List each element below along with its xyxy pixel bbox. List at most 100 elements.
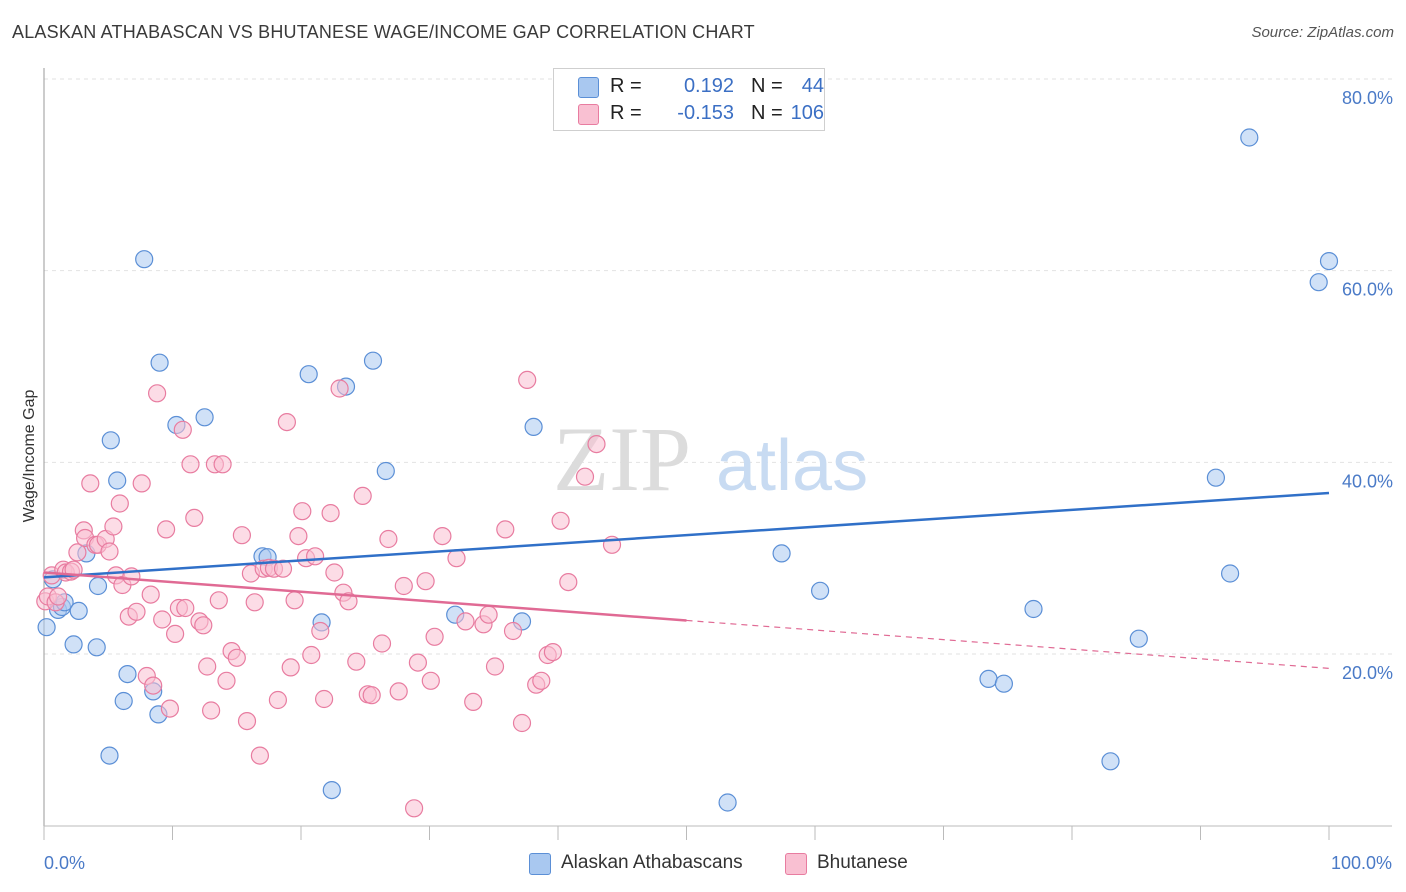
point-bhutanese bbox=[503, 621, 523, 641]
point-athabascan bbox=[810, 581, 830, 600]
point-bhutanese bbox=[379, 529, 398, 549]
point-bhutanese bbox=[160, 699, 179, 718]
point-bhutanese bbox=[575, 467, 595, 486]
point-bhutanese bbox=[148, 384, 167, 403]
point-bhutanese bbox=[48, 587, 68, 606]
legend-r-value: 0.192 bbox=[683, 75, 734, 97]
point-bhutanese bbox=[144, 676, 163, 695]
point-bhutanese bbox=[559, 572, 578, 592]
point-athabascan bbox=[118, 664, 137, 684]
watermark: ZIP atlas bbox=[553, 408, 868, 510]
point-bhutanese bbox=[100, 542, 119, 561]
point-bhutanese bbox=[194, 616, 213, 635]
bottom-legend-label: Bhutanese bbox=[817, 852, 908, 873]
point-athabascan bbox=[979, 669, 998, 689]
point-bhutanese bbox=[518, 370, 537, 389]
point-bhutanese bbox=[587, 435, 606, 454]
point-bhutanese bbox=[372, 634, 392, 653]
point-bhutanese bbox=[293, 502, 312, 521]
point-bhutanese bbox=[289, 526, 308, 546]
point-athabascan bbox=[363, 351, 383, 370]
chart-source: Source: ZipAtlas.com bbox=[1251, 24, 1394, 41]
point-athabascan bbox=[524, 417, 543, 436]
point-athabascan bbox=[150, 353, 169, 372]
point-bhutanese bbox=[153, 610, 172, 629]
point-athabascan bbox=[1220, 564, 1240, 583]
point-bhutanese bbox=[81, 474, 100, 493]
point-bhutanese bbox=[237, 711, 257, 731]
point-bhutanese bbox=[421, 671, 440, 690]
bottom-legend-label: Alaskan Athabascans bbox=[561, 852, 743, 873]
point-bhutanese bbox=[433, 526, 452, 546]
point-bhutanese bbox=[456, 612, 475, 631]
x-tick-label-min: 0.0% bbox=[44, 853, 85, 873]
y-tick-label: 80.0% bbox=[1342, 88, 1393, 108]
point-athabascan bbox=[195, 408, 214, 427]
legend-r-label: R = bbox=[610, 75, 642, 97]
point-bhutanese bbox=[551, 511, 570, 530]
legend-swatch-pink bbox=[578, 104, 599, 125]
y-tick-label: 60.0% bbox=[1342, 280, 1393, 300]
point-bhutanese bbox=[245, 593, 264, 612]
point-bhutanese bbox=[250, 746, 269, 765]
legend-r-label: R = bbox=[610, 102, 642, 124]
point-athabascan bbox=[1024, 599, 1043, 619]
y-tick-label: 40.0% bbox=[1342, 471, 1393, 491]
point-bhutanese bbox=[330, 379, 349, 398]
point-bhutanese bbox=[132, 474, 151, 493]
point-bhutanese bbox=[181, 455, 200, 474]
point-athabascan bbox=[114, 691, 133, 711]
point-bhutanese bbox=[339, 592, 358, 611]
point-bhutanese bbox=[479, 605, 498, 624]
point-athabascan bbox=[88, 576, 108, 596]
point-bhutanese bbox=[425, 627, 444, 646]
point-bhutanese bbox=[166, 624, 185, 644]
point-bhutanese bbox=[347, 652, 366, 671]
point-bhutanese bbox=[389, 682, 408, 701]
point-athabascan bbox=[87, 638, 106, 657]
point-bhutanese bbox=[268, 690, 287, 710]
point-bhutanese bbox=[311, 621, 330, 641]
legend-n-label: N = bbox=[751, 75, 783, 97]
point-athabascan bbox=[37, 618, 56, 637]
trend-line-bhutanese-extension bbox=[686, 619, 1330, 669]
legend-n-value: 106 bbox=[790, 102, 824, 124]
point-athabascan bbox=[376, 461, 395, 481]
point-bhutanese bbox=[394, 576, 413, 596]
legend-r-value: -0.153 bbox=[677, 102, 734, 124]
point-bhutanese bbox=[306, 547, 325, 566]
point-athabascan bbox=[1206, 468, 1226, 487]
point-bhutanese bbox=[315, 689, 334, 709]
point-bhutanese bbox=[185, 508, 204, 528]
point-bhutanese bbox=[209, 591, 228, 610]
watermark-atlas: atlas bbox=[716, 426, 868, 506]
watermark-zip: ZIP bbox=[553, 408, 691, 510]
bottom-legend-swatch-pink bbox=[785, 853, 807, 875]
point-bhutanese bbox=[173, 420, 192, 439]
legend-swatch-blue bbox=[578, 77, 599, 98]
point-bhutanese bbox=[281, 658, 300, 677]
point-athabascan bbox=[101, 431, 120, 450]
point-athabascan bbox=[322, 780, 341, 800]
x-axis-ticks bbox=[43, 826, 1330, 840]
point-bhutanese bbox=[217, 671, 236, 690]
point-athabascan bbox=[1129, 629, 1148, 648]
chart-title: ALASKAN ATHABASCAN VS BHUTANESE WAGE/INC… bbox=[12, 22, 755, 42]
point-bhutanese bbox=[353, 486, 372, 505]
point-athabascan bbox=[108, 471, 127, 490]
point-bhutanese bbox=[285, 591, 304, 610]
point-bhutanese bbox=[447, 549, 466, 568]
point-athabascan bbox=[994, 674, 1014, 693]
y-tick-label: 20.0% bbox=[1342, 663, 1393, 683]
point-athabascan bbox=[100, 746, 119, 765]
point-bhutanese bbox=[213, 455, 232, 474]
point-bhutanese bbox=[157, 520, 176, 539]
point-athabascan bbox=[1240, 128, 1259, 147]
point-bhutanese bbox=[543, 642, 563, 662]
point-bhutanese bbox=[141, 585, 160, 604]
point-bhutanese bbox=[321, 503, 340, 523]
point-bhutanese bbox=[104, 517, 123, 536]
y-axis-tick-labels: 20.0% 40.0% 60.0% 80.0% bbox=[1342, 88, 1393, 683]
point-bhutanese bbox=[127, 602, 146, 621]
